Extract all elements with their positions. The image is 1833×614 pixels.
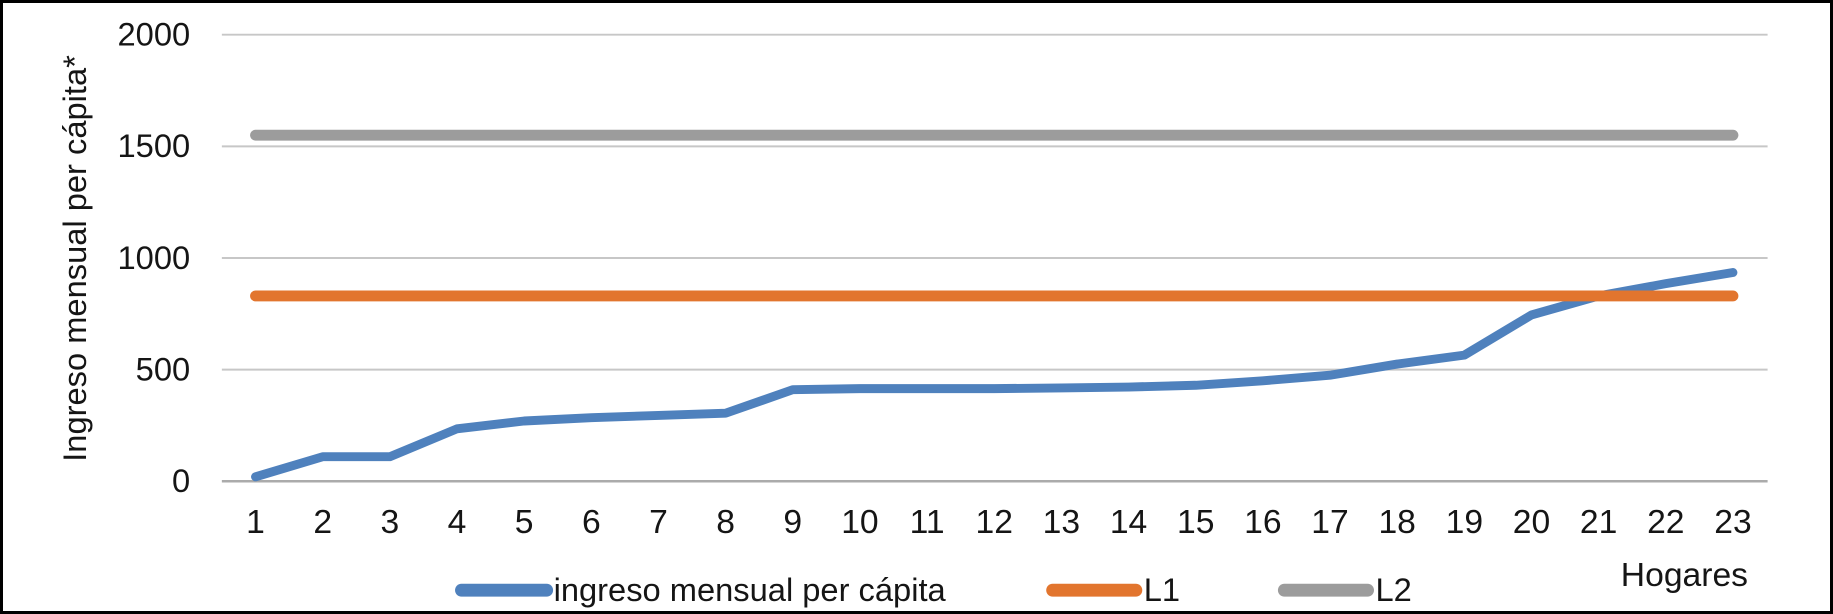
- x-tick-label-14: 14: [1110, 504, 1147, 541]
- y-tick-label-500: 500: [136, 351, 191, 388]
- x-tick-label-3: 3: [380, 504, 399, 541]
- x-tick-label-23: 23: [1714, 504, 1751, 541]
- y-tick-label-2000: 2000: [118, 16, 191, 53]
- x-tick-label-9: 9: [783, 504, 802, 541]
- y-tick-label-1500: 1500: [118, 127, 191, 164]
- x-tick-label-10: 10: [841, 504, 878, 541]
- x-tick-label-13: 13: [1043, 504, 1080, 541]
- x-tick-label-8: 8: [716, 504, 735, 541]
- y-axis-title: Ingreso mensual per cápita*: [56, 55, 93, 462]
- x-tick-label-6: 6: [582, 504, 601, 541]
- x-tick-label-7: 7: [649, 504, 668, 541]
- x-tick-label-16: 16: [1244, 504, 1281, 541]
- gridlines: [221, 33, 1768, 483]
- x-tick-label-12: 12: [976, 504, 1013, 541]
- x-tick-label-19: 19: [1446, 504, 1483, 541]
- x-tick-label-17: 17: [1311, 504, 1348, 541]
- x-tick-label-2: 2: [313, 504, 332, 541]
- legend: ingreso mensual per cápita L1 L2: [455, 571, 1412, 608]
- legend-label-ingreso: ingreso mensual per cápita: [554, 571, 947, 608]
- x-tick-label-21: 21: [1580, 504, 1617, 541]
- legend-label-l2: L2: [1375, 571, 1411, 608]
- x-tick-label-15: 15: [1177, 504, 1214, 541]
- x-tick-label-11: 11: [910, 504, 945, 541]
- x-axis-title: Hogares: [1621, 557, 1748, 594]
- x-tick-label-22: 22: [1647, 504, 1684, 541]
- series-lines: [250, 129, 1739, 482]
- x-tick-label-4: 4: [448, 504, 467, 541]
- y-tick-label-0: 0: [172, 462, 190, 499]
- y-tick-label-1000: 1000: [118, 239, 191, 276]
- x-axis-tick-labels: 1 2 3 4 5 6 7 8 9 10 11 12 13 14 15 16 17 18 19 20 21 22 23: [246, 504, 1751, 541]
- legend-label-l1: L1: [1144, 571, 1180, 608]
- x-tick-label-18: 18: [1378, 504, 1415, 541]
- x-tick-label-5: 5: [515, 504, 534, 541]
- x-tick-label-20: 20: [1513, 504, 1550, 541]
- x-tick-label-1: 1: [246, 504, 265, 541]
- series-line-ingreso: [251, 268, 1738, 482]
- y-axis-tick-labels: 0 500 1000 1500 2000: [118, 16, 191, 500]
